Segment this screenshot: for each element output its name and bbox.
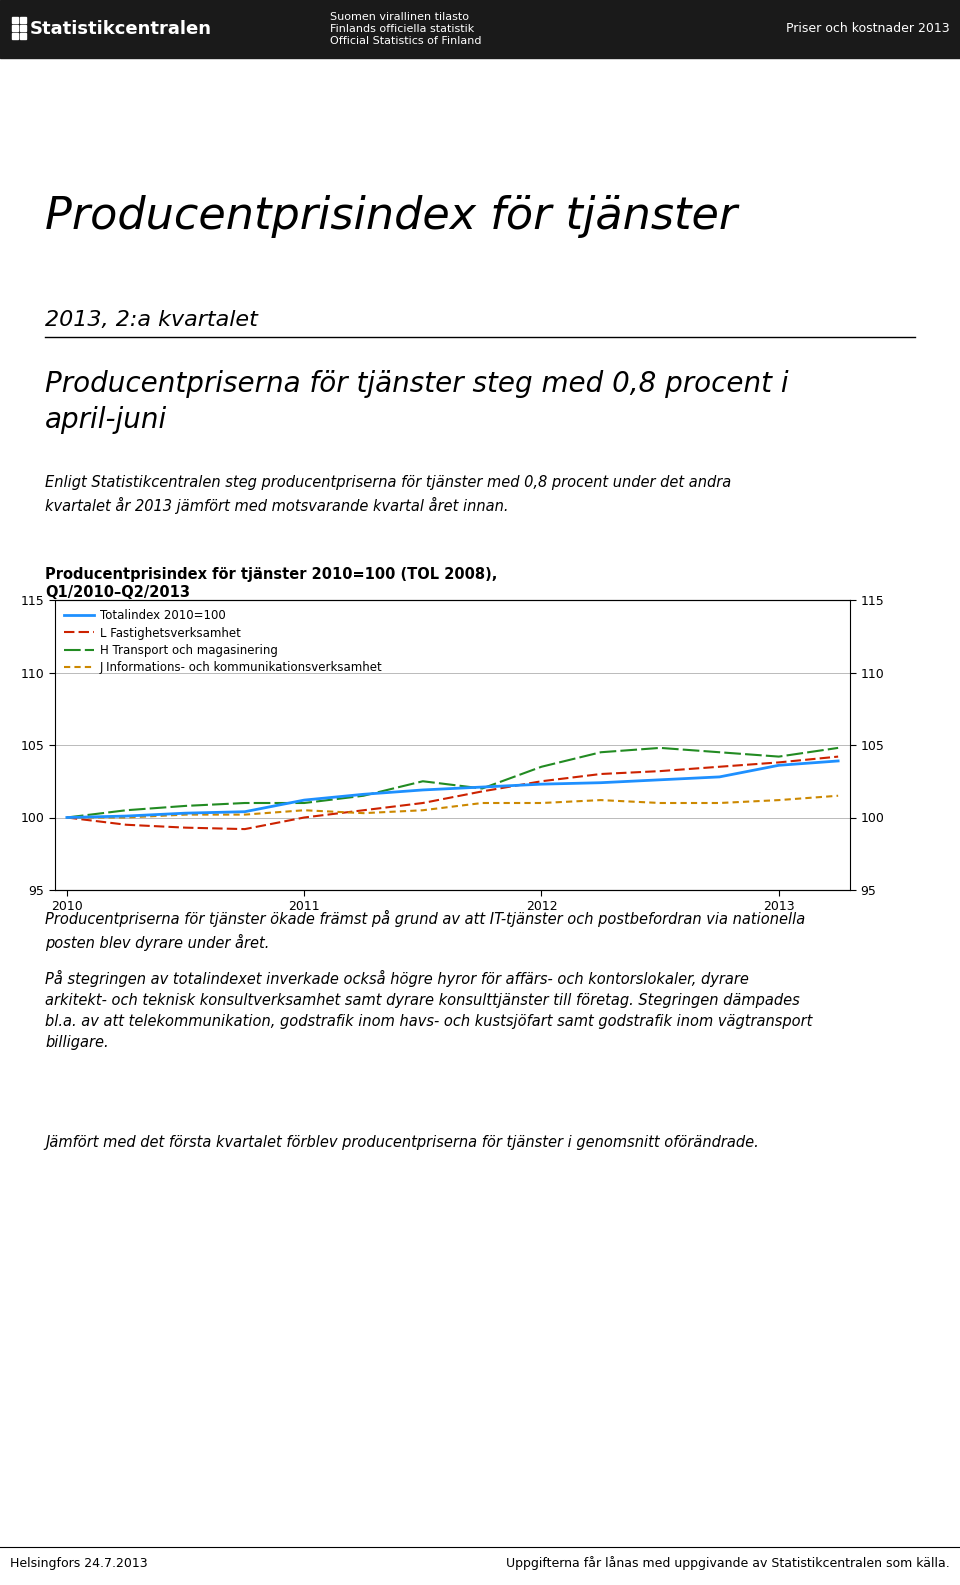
Text: Uppgifterna får lånas med uppgivande av Statistikcentralen som källa.: Uppgifterna får lånas med uppgivande av …: [506, 1556, 950, 1571]
Text: Producentprisindex för tjänster: Producentprisindex för tjänster: [45, 195, 737, 238]
Bar: [12, 17, 18, 24]
Text: Helsingfors 24.7.2013: Helsingfors 24.7.2013: [10, 1556, 148, 1569]
Text: Priser och kostnader 2013: Priser och kostnader 2013: [786, 22, 950, 35]
Legend: Totalindex 2010=100, L Fastighetsverksamhet, H Transport och magasinering, J Inf: Totalindex 2010=100, L Fastighetsverksam…: [60, 605, 386, 677]
Text: Producentpriserna för tjänster steg med 0,8 procent i
april-juni: Producentpriserna för tjänster steg med …: [45, 369, 788, 434]
Text: Statistikcentralen: Statistikcentralen: [30, 21, 212, 38]
Bar: [20, 25, 26, 32]
Text: Enligt Statistikcentralen steg producentpriserna för tjänster med 0,8 procent un: Enligt Statistikcentralen steg producent…: [45, 476, 732, 514]
Text: På stegringen av totalindexet inverkade också högre hyror för affärs- och kontor: På stegringen av totalindexet inverkade …: [45, 970, 812, 1049]
Text: 2013, 2:a kvartalet: 2013, 2:a kvartalet: [45, 311, 258, 330]
Text: Suomen virallinen tilasto: Suomen virallinen tilasto: [330, 13, 469, 22]
Bar: [20, 33, 26, 40]
Text: Jämfört med det första kvartalet förblev producentpriserna för tjänster i genoms: Jämfört med det första kvartalet förblev…: [45, 1135, 758, 1151]
Text: Producentpriserna för tjänster ökade främst på grund av att IT-tjänster och post: Producentpriserna för tjänster ökade frä…: [45, 910, 805, 951]
Bar: [12, 33, 18, 40]
Text: Official Statistics of Finland: Official Statistics of Finland: [330, 36, 482, 46]
Text: Q1/2010–Q2/2013: Q1/2010–Q2/2013: [45, 585, 190, 601]
Bar: [0, 0, 960, 59]
Text: Producentprisindex för tjänster 2010=100 (TOL 2008),: Producentprisindex för tjänster 2010=100…: [45, 567, 497, 582]
Text: Finlands officiella statistik: Finlands officiella statistik: [330, 24, 474, 33]
Bar: [20, 17, 26, 24]
Bar: [12, 25, 18, 32]
